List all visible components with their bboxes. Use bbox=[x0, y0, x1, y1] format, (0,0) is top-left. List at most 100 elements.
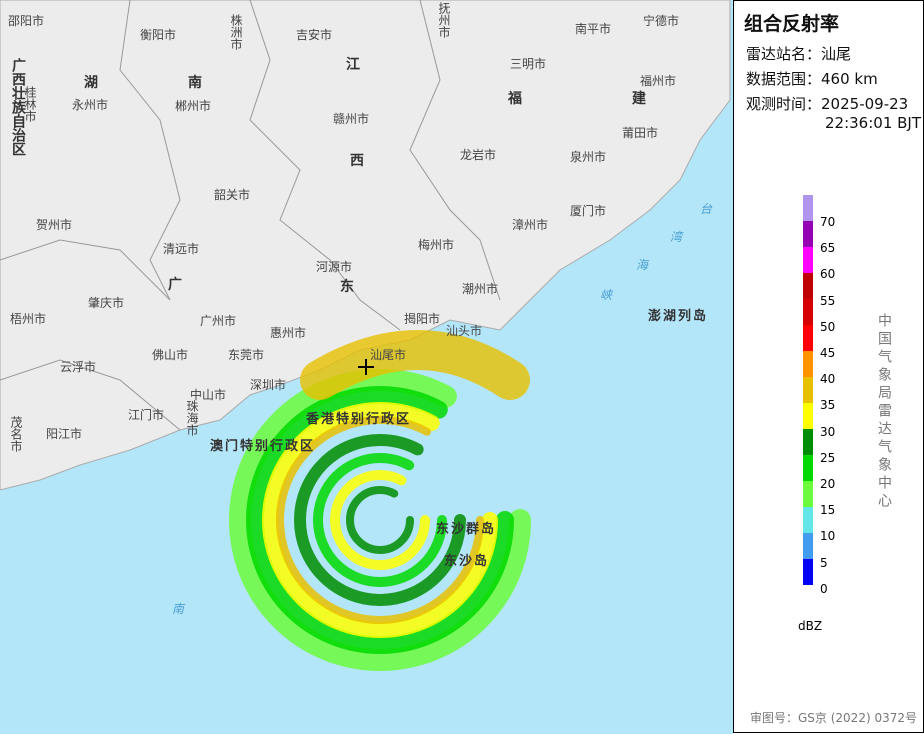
province-label: 广西壮族自治区 bbox=[10, 58, 26, 156]
range-value: 460 km bbox=[821, 70, 878, 88]
city-label: 龙岩市 bbox=[460, 148, 497, 162]
city-label: 漳州市 bbox=[512, 218, 549, 232]
legend-swatch bbox=[803, 273, 813, 299]
legend-tick: 70 bbox=[820, 215, 836, 229]
city-label: 潮州市 bbox=[462, 282, 499, 296]
echo-band bbox=[330, 470, 430, 570]
station-value: 汕尾 bbox=[821, 45, 852, 63]
range-label: 数据范围： bbox=[746, 70, 822, 88]
legend-swatch bbox=[803, 247, 813, 273]
province-label: 广 bbox=[168, 277, 182, 293]
echo-band bbox=[300, 330, 530, 400]
city-label: 河源市 bbox=[316, 260, 353, 274]
city-label: 深圳市 bbox=[250, 378, 287, 392]
legend-tick: 30 bbox=[820, 424, 836, 439]
city-label: 株洲市 bbox=[229, 14, 243, 50]
city-label: 抚州市 bbox=[437, 2, 451, 38]
info-panel: 组合反射率 雷达站名：汕尾 数据范围：460 km 观测时间：2025-09-2… bbox=[733, 0, 924, 733]
city-label: 梧州市 bbox=[10, 312, 47, 326]
legend-tick: 55 bbox=[820, 293, 836, 308]
legend-tick: 10 bbox=[820, 529, 836, 544]
echo-band bbox=[313, 453, 447, 587]
city-label: 衡阳市 bbox=[140, 28, 177, 42]
legend-tick: 0 bbox=[820, 581, 828, 596]
region-label: 东沙群岛 bbox=[436, 522, 497, 537]
legend-swatch bbox=[803, 195, 813, 221]
legend-swatch bbox=[803, 533, 813, 559]
time-label: 观测时间： bbox=[746, 95, 822, 113]
legend-tick: 50 bbox=[820, 319, 836, 334]
legend-swatch bbox=[803, 325, 813, 351]
echo-band bbox=[229, 369, 531, 671]
city-label: 梅州市 bbox=[418, 238, 455, 252]
radar-map[interactable]: 邵阳市 衡阳市 株洲市 吉安市 抚州市 南平市 宁德市 三明市 福州市 桂林市 永州市 郴州市 赣州市龙… bbox=[0, 0, 733, 734]
city-label: 云浮市 bbox=[60, 360, 97, 374]
echo-band bbox=[246, 386, 514, 654]
province-label: 江 bbox=[346, 57, 360, 73]
legend-swatch bbox=[803, 455, 813, 481]
color-legend bbox=[803, 195, 813, 585]
city-label: 福州市 bbox=[640, 74, 677, 88]
approval-number: 审图号：GS京 (2022) 0372号 bbox=[750, 711, 917, 725]
city-label: 揭阳市 bbox=[404, 312, 441, 326]
city-label: 南平市 bbox=[575, 22, 612, 36]
city-label: 厦门市 bbox=[570, 204, 607, 218]
legend-swatch bbox=[803, 351, 813, 377]
city-label: 永州市 bbox=[72, 98, 109, 112]
city-label: 邵阳市 bbox=[8, 14, 45, 28]
sea-label: 海 bbox=[636, 258, 649, 272]
borders bbox=[0, 0, 501, 431]
city-label: 中山市 bbox=[190, 388, 227, 402]
sea-label: 台 bbox=[700, 202, 713, 216]
city-label: 广州市 bbox=[200, 314, 237, 328]
sea-label: 南 bbox=[172, 602, 185, 616]
province-label: 湖 bbox=[84, 75, 98, 91]
city-label: 桂林市 bbox=[23, 86, 37, 122]
legend-tick: 5 bbox=[820, 555, 828, 570]
radar-station-marker bbox=[358, 359, 374, 375]
province-label: 西 bbox=[350, 153, 364, 169]
region-label: 澳门特别行政区 bbox=[210, 439, 316, 454]
province-label: 东 bbox=[340, 279, 354, 295]
legend-tick: 65 bbox=[820, 241, 836, 256]
city-label: 吉安市 bbox=[296, 28, 333, 42]
city-label: 清远市 bbox=[163, 242, 200, 256]
legend-swatch bbox=[803, 221, 813, 247]
legend-swatch bbox=[803, 299, 813, 325]
date-value: 2025-09-23 bbox=[821, 95, 909, 113]
region-label: 香港特别行政区 bbox=[306, 412, 412, 427]
sea-label: 峡 bbox=[600, 288, 613, 302]
organization-label: 中国气象局雷达气象中心 bbox=[876, 313, 892, 511]
legend-swatch bbox=[803, 481, 813, 507]
legend-tick: 40 bbox=[820, 372, 836, 387]
province-label: 南 bbox=[188, 75, 202, 91]
echo-band bbox=[346, 486, 414, 554]
city-label: 韶关市 bbox=[214, 188, 251, 202]
province-label: 建 bbox=[632, 91, 646, 107]
city-label: 江门市 bbox=[128, 408, 165, 422]
legend-unit: dBZ bbox=[798, 619, 823, 633]
region-label: 澎湖列岛 bbox=[648, 309, 709, 324]
city-label: 惠州市 bbox=[270, 326, 307, 340]
city-label: 佛山市 bbox=[152, 348, 189, 362]
province-label: 福 bbox=[508, 91, 522, 107]
city-label: 赣州市 bbox=[333, 112, 370, 126]
echo-band bbox=[276, 416, 484, 624]
legend-tick: 60 bbox=[820, 267, 836, 282]
map-canvas bbox=[0, 0, 731, 671]
city-label: 肇庆市 bbox=[88, 296, 125, 310]
legend-swatch bbox=[803, 507, 813, 533]
legend-swatch bbox=[803, 429, 813, 455]
city-label: 东莞市 bbox=[228, 348, 265, 362]
city-label: 泉州市 bbox=[570, 150, 607, 164]
legend-swatch bbox=[803, 403, 813, 429]
city-label: 宁德市 bbox=[643, 14, 680, 28]
legend-swatch bbox=[803, 377, 813, 403]
city-label: 郴州市 bbox=[175, 99, 212, 113]
city-label: 莆田市 bbox=[622, 126, 659, 140]
product-title: 组合反射率 bbox=[744, 13, 840, 35]
city-label: 贺州市 bbox=[36, 218, 73, 232]
radar-echo bbox=[229, 330, 531, 671]
city-label: 汕头市 bbox=[446, 324, 483, 338]
legend-tick: 25 bbox=[820, 450, 836, 465]
